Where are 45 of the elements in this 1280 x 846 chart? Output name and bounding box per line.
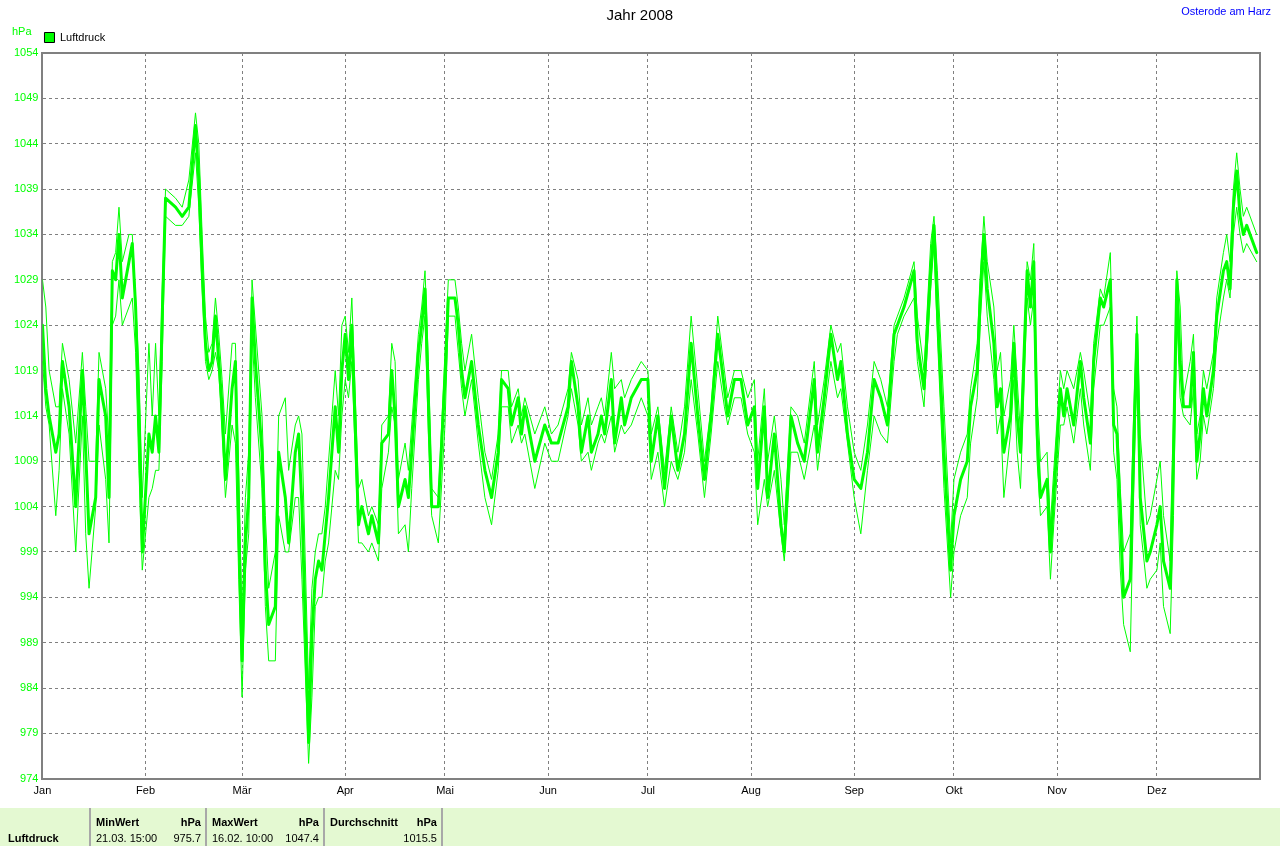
y-tick-label: 1039 — [13, 182, 39, 195]
x-tick-label: Nov — [1047, 784, 1068, 797]
text: MinWert — [96, 816, 140, 829]
y-tick-label: 1029 — [13, 272, 39, 285]
y-tick-label: 1004 — [13, 499, 39, 512]
text: Durchschnitt — [330, 816, 398, 829]
x-tick-label: Jun — [539, 784, 557, 797]
x-tick-label: Apr — [336, 784, 355, 797]
y-tick-label: 974 — [20, 771, 39, 784]
text: Luftdruck — [8, 832, 59, 845]
text: 1047.4 — [285, 832, 319, 845]
y-tick-label: 994 — [20, 590, 39, 603]
legend-label: Luftdruck — [59, 30, 106, 43]
text: hPa — [416, 816, 437, 829]
y-tick-label: 1044 — [13, 136, 39, 149]
text: hPa — [298, 816, 319, 829]
y-tick-label: 1024 — [13, 318, 39, 331]
y-axis-title: hPa — [12, 25, 32, 38]
y-tick-label: 1034 — [13, 227, 39, 240]
y-tick-label: 1009 — [13, 454, 39, 467]
y-tick-label: 989 — [20, 635, 39, 648]
y-tick-label: 1014 — [13, 408, 39, 421]
text: 21.03. 15:00 — [96, 832, 158, 845]
x-tick-label: Sep — [844, 784, 864, 797]
x-tick-label: Feb — [136, 784, 156, 797]
y-tick-label: 1019 — [13, 363, 39, 376]
text: 16.02. 10:00 — [212, 832, 274, 845]
y-tick-label: 999 — [20, 545, 39, 558]
x-tick-label: Jan — [33, 784, 52, 797]
x-tick-label: Aug — [741, 784, 761, 797]
x-tick-label: Mai — [436, 784, 454, 797]
chart-title: Jahr 2008 — [606, 6, 674, 24]
text: hPa — [180, 816, 201, 829]
x-tick-label: Okt — [945, 784, 963, 797]
y-tick-label: 979 — [20, 726, 39, 739]
x-tick-label: Jul — [640, 784, 655, 797]
text: 1015.5 — [403, 832, 437, 845]
text: 975.7 — [173, 832, 201, 845]
y-tick-label: 984 — [20, 681, 39, 694]
x-tick-label: Mär — [232, 784, 252, 797]
text: MaxWert — [212, 816, 258, 829]
y-tick-label: 1049 — [13, 91, 39, 104]
chart-subtitle: Osterode am Harz — [1181, 5, 1271, 18]
y-tick-label: 1054 — [13, 46, 39, 59]
x-tick-label: Dez — [1147, 784, 1167, 797]
